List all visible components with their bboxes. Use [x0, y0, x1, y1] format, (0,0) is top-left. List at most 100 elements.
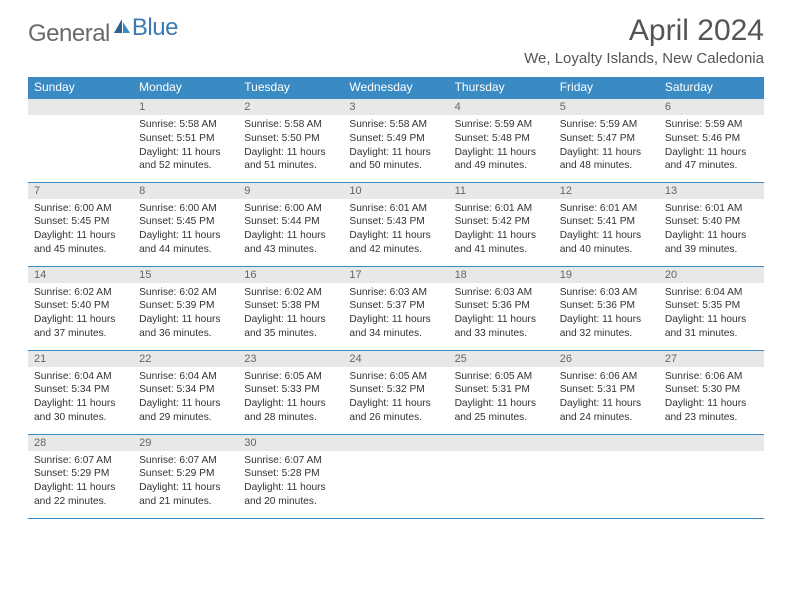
sunrise-text: Sunrise: 6:01 AM — [560, 202, 653, 216]
day-number: 25 — [449, 351, 554, 367]
sunrise-text: Sunrise: 6:05 AM — [455, 370, 548, 384]
sunset-text: Sunset: 5:43 PM — [349, 215, 442, 229]
sunrise-text: Sunrise: 6:00 AM — [244, 202, 337, 216]
calendar-day-cell: 21Sunrise: 6:04 AMSunset: 5:34 PMDayligh… — [28, 350, 133, 434]
day-number: 16 — [238, 267, 343, 283]
sunrise-text: Sunrise: 5:59 AM — [560, 118, 653, 132]
sunrise-text: Sunrise: 6:02 AM — [244, 286, 337, 300]
sunrise-text: Sunrise: 6:07 AM — [244, 454, 337, 468]
sunrise-text: Sunrise: 6:03 AM — [455, 286, 548, 300]
day-content: Sunrise: 6:00 AMSunset: 5:44 PMDaylight:… — [238, 199, 343, 262]
sunset-text: Sunset: 5:38 PM — [244, 299, 337, 313]
column-header: Sunday — [28, 77, 133, 98]
sunrise-text: Sunrise: 6:07 AM — [139, 454, 232, 468]
calendar-day-cell: 11Sunrise: 6:01 AMSunset: 5:42 PMDayligh… — [449, 182, 554, 266]
daylight-text: Daylight: 11 hours and 47 minutes. — [665, 146, 758, 174]
calendar-day-cell: 1Sunrise: 5:58 AMSunset: 5:51 PMDaylight… — [133, 98, 238, 182]
day-number: 18 — [449, 267, 554, 283]
sunset-text: Sunset: 5:34 PM — [34, 383, 127, 397]
daylight-text: Daylight: 11 hours and 33 minutes. — [455, 313, 548, 341]
day-number: 26 — [554, 351, 659, 367]
sunrise-text: Sunrise: 6:06 AM — [560, 370, 653, 384]
sunrise-text: Sunrise: 5:59 AM — [665, 118, 758, 132]
sunrise-text: Sunrise: 5:58 AM — [244, 118, 337, 132]
day-content: Sunrise: 5:58 AMSunset: 5:49 PMDaylight:… — [343, 115, 448, 178]
sunset-text: Sunset: 5:46 PM — [665, 132, 758, 146]
calendar-day-cell: 2Sunrise: 5:58 AMSunset: 5:50 PMDaylight… — [238, 98, 343, 182]
day-content: Sunrise: 6:02 AMSunset: 5:39 PMDaylight:… — [133, 283, 238, 346]
day-number: 13 — [659, 183, 764, 199]
calendar-day-cell: 22Sunrise: 6:04 AMSunset: 5:34 PMDayligh… — [133, 350, 238, 434]
sunrise-text: Sunrise: 5:58 AM — [139, 118, 232, 132]
sunrise-text: Sunrise: 5:58 AM — [349, 118, 442, 132]
calendar-day-cell — [449, 434, 554, 518]
day-number: 12 — [554, 183, 659, 199]
logo-sail-icon — [112, 14, 132, 42]
day-content: Sunrise: 6:07 AMSunset: 5:28 PMDaylight:… — [238, 451, 343, 514]
column-header: Wednesday — [343, 77, 448, 98]
sunrise-text: Sunrise: 5:59 AM — [455, 118, 548, 132]
daylight-text: Daylight: 11 hours and 28 minutes. — [244, 397, 337, 425]
sunset-text: Sunset: 5:45 PM — [139, 215, 232, 229]
sunset-text: Sunset: 5:34 PM — [139, 383, 232, 397]
day-number — [554, 435, 659, 451]
calendar-day-cell: 12Sunrise: 6:01 AMSunset: 5:41 PMDayligh… — [554, 182, 659, 266]
daylight-text: Daylight: 11 hours and 49 minutes. — [455, 146, 548, 174]
day-number — [28, 99, 133, 115]
daylight-text: Daylight: 11 hours and 34 minutes. — [349, 313, 442, 341]
day-content: Sunrise: 6:05 AMSunset: 5:32 PMDaylight:… — [343, 367, 448, 430]
sunrise-text: Sunrise: 6:02 AM — [34, 286, 127, 300]
day-number: 9 — [238, 183, 343, 199]
page-title: April 2024 — [524, 14, 764, 48]
calendar-day-cell: 9Sunrise: 6:00 AMSunset: 5:44 PMDaylight… — [238, 182, 343, 266]
calendar-day-cell — [659, 434, 764, 518]
calendar-week-row: 7Sunrise: 6:00 AMSunset: 5:45 PMDaylight… — [28, 182, 764, 266]
daylight-text: Daylight: 11 hours and 25 minutes. — [455, 397, 548, 425]
day-content: Sunrise: 6:01 AMSunset: 5:42 PMDaylight:… — [449, 199, 554, 262]
calendar-day-cell: 18Sunrise: 6:03 AMSunset: 5:36 PMDayligh… — [449, 266, 554, 350]
day-number: 6 — [659, 99, 764, 115]
day-content: Sunrise: 6:02 AMSunset: 5:38 PMDaylight:… — [238, 283, 343, 346]
sunrise-text: Sunrise: 6:01 AM — [349, 202, 442, 216]
day-number: 21 — [28, 351, 133, 367]
column-header: Tuesday — [238, 77, 343, 98]
calendar-day-cell: 28Sunrise: 6:07 AMSunset: 5:29 PMDayligh… — [28, 434, 133, 518]
title-block: April 2024 We, Loyalty Islands, New Cale… — [524, 14, 764, 67]
sunset-text: Sunset: 5:48 PM — [455, 132, 548, 146]
day-content: Sunrise: 5:59 AMSunset: 5:48 PMDaylight:… — [449, 115, 554, 178]
calendar-day-cell: 19Sunrise: 6:03 AMSunset: 5:36 PMDayligh… — [554, 266, 659, 350]
day-content: Sunrise: 5:59 AMSunset: 5:46 PMDaylight:… — [659, 115, 764, 178]
day-number — [659, 435, 764, 451]
daylight-text: Daylight: 11 hours and 20 minutes. — [244, 481, 337, 509]
logo-word1: General — [28, 20, 110, 48]
daylight-text: Daylight: 11 hours and 50 minutes. — [349, 146, 442, 174]
day-content: Sunrise: 6:06 AMSunset: 5:31 PMDaylight:… — [554, 367, 659, 430]
day-content: Sunrise: 6:07 AMSunset: 5:29 PMDaylight:… — [133, 451, 238, 514]
day-content: Sunrise: 6:04 AMSunset: 5:35 PMDaylight:… — [659, 283, 764, 346]
daylight-text: Daylight: 11 hours and 48 minutes. — [560, 146, 653, 174]
day-number: 19 — [554, 267, 659, 283]
sunrise-text: Sunrise: 6:06 AM — [665, 370, 758, 384]
daylight-text: Daylight: 11 hours and 44 minutes. — [139, 229, 232, 257]
sunrise-text: Sunrise: 6:00 AM — [139, 202, 232, 216]
day-number: 29 — [133, 435, 238, 451]
sunset-text: Sunset: 5:32 PM — [349, 383, 442, 397]
day-content: Sunrise: 6:03 AMSunset: 5:36 PMDaylight:… — [449, 283, 554, 346]
day-content: Sunrise: 6:05 AMSunset: 5:31 PMDaylight:… — [449, 367, 554, 430]
daylight-text: Daylight: 11 hours and 26 minutes. — [349, 397, 442, 425]
day-number: 22 — [133, 351, 238, 367]
day-content — [449, 451, 554, 459]
sunrise-text: Sunrise: 6:04 AM — [665, 286, 758, 300]
location-text: We, Loyalty Islands, New Caledonia — [524, 50, 764, 67]
day-content: Sunrise: 5:59 AMSunset: 5:47 PMDaylight:… — [554, 115, 659, 178]
day-content: Sunrise: 6:01 AMSunset: 5:40 PMDaylight:… — [659, 199, 764, 262]
sunset-text: Sunset: 5:29 PM — [34, 467, 127, 481]
calendar-day-cell: 23Sunrise: 6:05 AMSunset: 5:33 PMDayligh… — [238, 350, 343, 434]
sunset-text: Sunset: 5:36 PM — [560, 299, 653, 313]
sunrise-text: Sunrise: 6:07 AM — [34, 454, 127, 468]
daylight-text: Daylight: 11 hours and 43 minutes. — [244, 229, 337, 257]
calendar-day-cell: 25Sunrise: 6:05 AMSunset: 5:31 PMDayligh… — [449, 350, 554, 434]
day-number: 5 — [554, 99, 659, 115]
column-header: Friday — [554, 77, 659, 98]
sunset-text: Sunset: 5:41 PM — [560, 215, 653, 229]
